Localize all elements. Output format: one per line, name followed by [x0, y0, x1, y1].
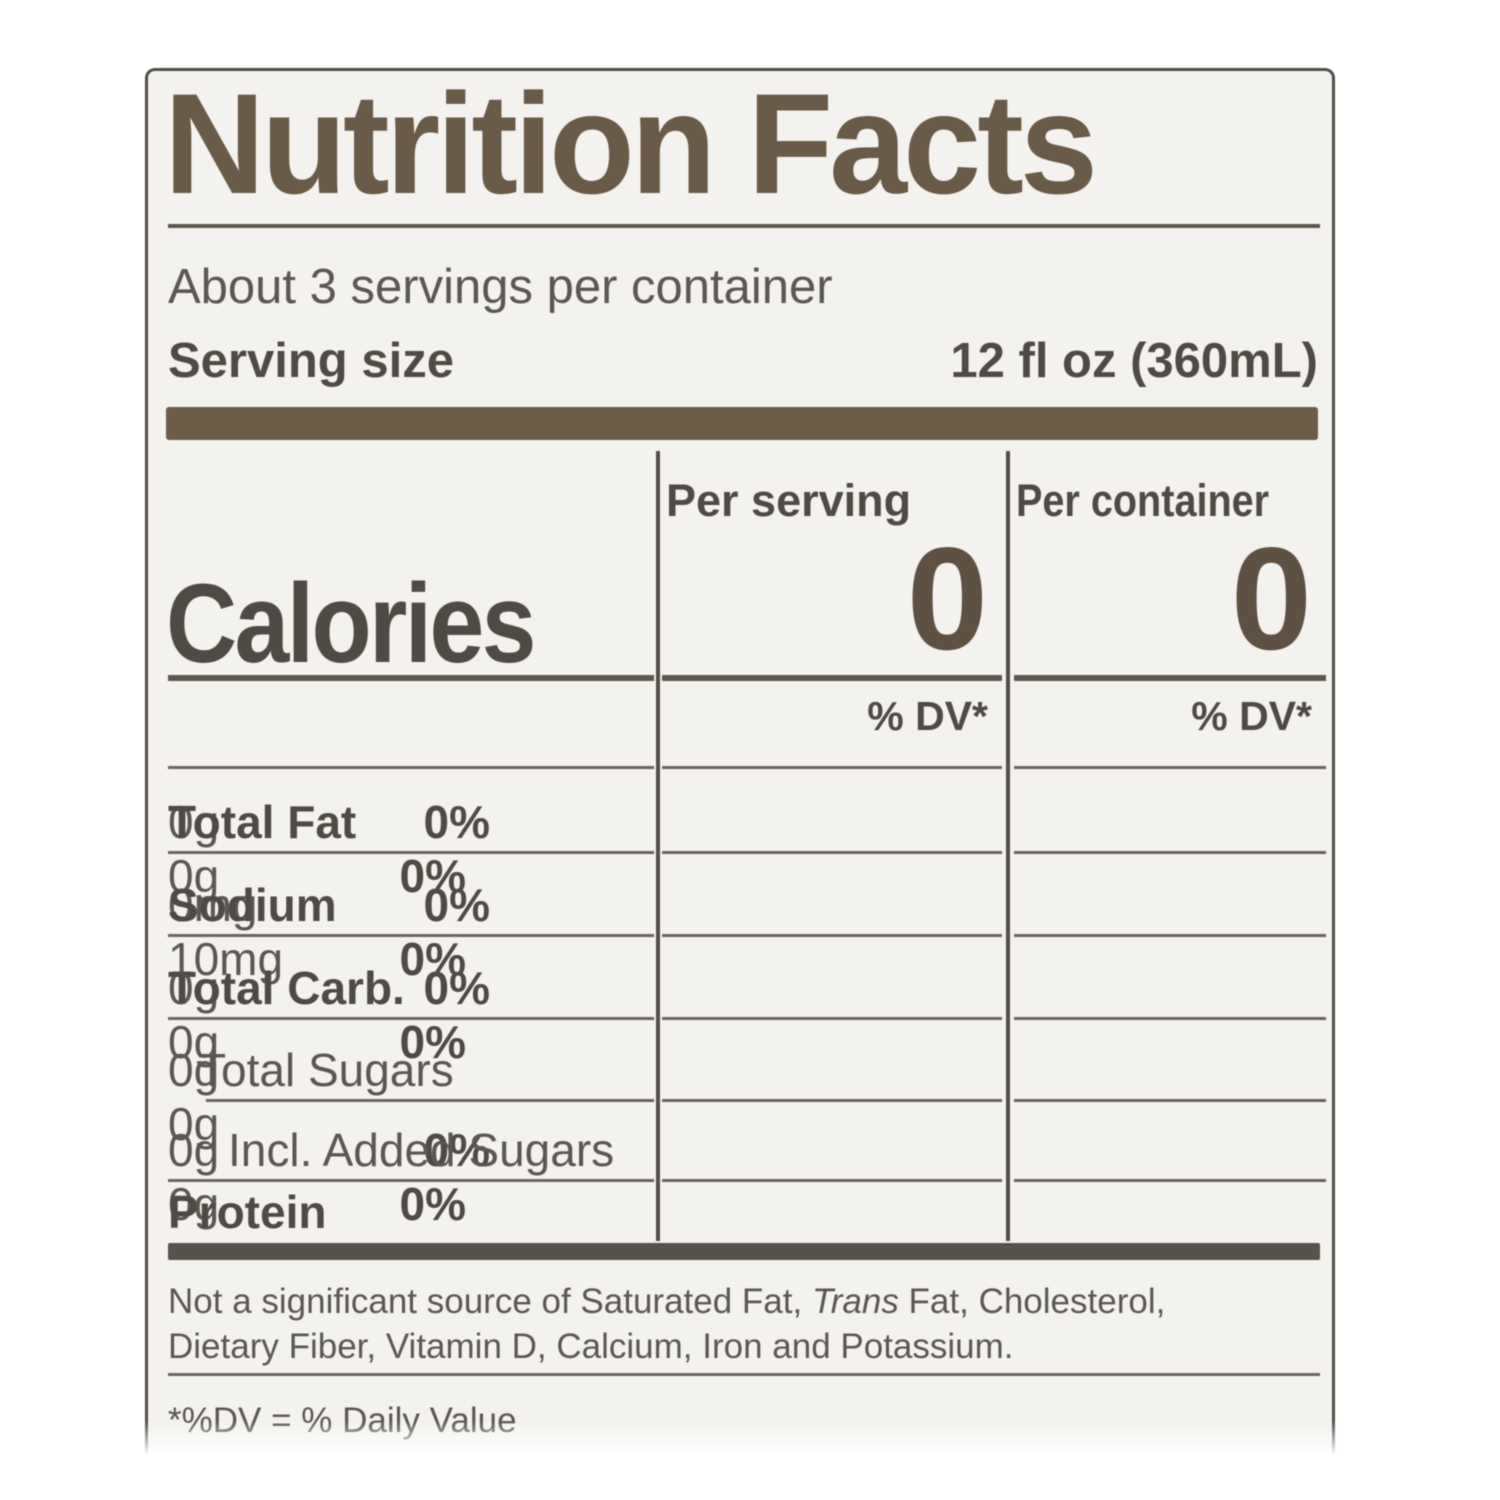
- container-cell: 0g 0%: [168, 849, 466, 903]
- column-divider-2: [1006, 451, 1010, 1241]
- per-serving-header: Per serving: [666, 475, 912, 526]
- container-amount: 0g: [168, 1178, 220, 1230]
- nutrient-row-added-sugars: Incl. Added Sugars 0g 0% 0g 0%: [168, 1123, 1326, 1230]
- serving-amount: 0g: [168, 962, 220, 1014]
- row-underline-indented: [206, 1099, 654, 1102]
- calories-underline-right: [1014, 675, 1326, 681]
- nutrient-row-sodium: Sodium 0mg 0% 10mg 0%: [168, 878, 1326, 985]
- serving-cell: 0g 0%: [168, 795, 490, 849]
- footnote: Not a significant source of Saturated Fa…: [168, 1279, 1328, 1369]
- nutrient-row-total-fat: Total Fat 0g 0% 0g 0%: [168, 795, 1326, 902]
- footnote-part1: Not a significant source of Saturated Fa…: [168, 1282, 812, 1321]
- title-divider: [168, 224, 1320, 228]
- serving-size-value: 12 fl oz (360mL): [950, 334, 1318, 388]
- serving-amount: 0g: [168, 1124, 220, 1176]
- container-amount: 0g: [168, 1098, 220, 1150]
- serving-size-row: Serving size 12 fl oz (360mL): [168, 333, 1318, 389]
- calories-per-serving-value: 0: [906, 517, 988, 680]
- footnote-divider: [168, 1373, 1320, 1376]
- dv-underline-right: [1014, 766, 1326, 769]
- footnote-part2: Fat, Cholesterol,: [898, 1282, 1166, 1321]
- calories-underline-mid: [662, 675, 1002, 681]
- row-underline: [662, 1179, 1002, 1182]
- row-underline: [662, 1017, 1002, 1020]
- nutrient-name: Total Carb.: [168, 962, 405, 1014]
- container-dv: 0%: [399, 1178, 466, 1230]
- serving-dv: 0%: [423, 962, 490, 1014]
- footnote-part3: Dietary Fiber, Vitamin D, Calcium, Iron …: [168, 1327, 1014, 1366]
- nutrient-row-total-sugars: Total Sugars 0g 0g: [168, 1043, 1326, 1150]
- row-underline: [1014, 1179, 1326, 1182]
- dv-header-serving: % DV*: [867, 693, 988, 739]
- dv-underline-left: [168, 766, 654, 769]
- row-underline: [168, 1179, 654, 1182]
- container-cell: 0g 0%: [168, 1177, 466, 1231]
- serving-dv: 0%: [423, 1124, 490, 1176]
- container-amount: 10mg: [168, 933, 284, 985]
- serving-size-label: Serving size: [168, 334, 454, 388]
- row-underline: [168, 851, 654, 854]
- label-title: Nutrition Facts: [164, 65, 1098, 224]
- row-underline: [662, 851, 1002, 854]
- container-dv: 0%: [399, 933, 466, 985]
- footnote-trans-italic: Trans: [811, 1282, 899, 1321]
- calories-underline-left: [168, 675, 654, 681]
- thick-divider-bar-top: [166, 407, 1318, 440]
- nutrient-name: Total Fat: [168, 796, 357, 848]
- container-cell: 0g: [168, 1097, 466, 1151]
- serving-amount: 0g: [168, 1044, 220, 1096]
- serving-cell: 0mg 0%: [168, 878, 490, 932]
- nutrient-row-protein: Protein: [168, 1185, 1326, 1241]
- row-underline: [168, 1017, 654, 1020]
- row-underline: [1014, 1099, 1326, 1102]
- row-underline: [1014, 934, 1326, 937]
- serving-dv: 0%: [423, 796, 490, 848]
- servings-per-container: About 3 servings per container: [168, 260, 833, 314]
- container-dv: 0%: [399, 1016, 466, 1068]
- serving-cell: 0g 0%: [168, 961, 490, 1015]
- serving-amount: 0mg: [168, 879, 258, 931]
- row-underline: [662, 1099, 1002, 1102]
- container-dv: 0%: [399, 850, 466, 902]
- thick-divider-bar-bottom: [168, 1243, 1320, 1260]
- column-divider-1: [656, 451, 660, 1241]
- nutrition-facts-label: Nutrition Facts About 3 servings per con…: [145, 65, 1341, 1459]
- per-container-header: Per container: [1016, 475, 1316, 527]
- serving-cell: 0g 0%: [168, 1123, 490, 1177]
- serving-cell: 0g: [168, 1043, 490, 1097]
- nutrient-row-total-carb: Total Carb. 0g 0% 0g 0%: [168, 961, 1326, 1068]
- serving-dv: 0%: [423, 879, 490, 931]
- row-underline: [1014, 1017, 1326, 1020]
- nutrient-name: Sodium: [168, 879, 337, 931]
- container-amount: 0g: [168, 850, 220, 902]
- nutrient-name: Protein: [168, 1186, 327, 1238]
- row-underline: [662, 934, 1002, 937]
- dv-underline-mid: [662, 766, 1002, 769]
- per-container-header-text: Per container: [1016, 475, 1270, 526]
- calories-per-container-value: 0: [1230, 517, 1312, 680]
- row-underline: [168, 934, 654, 937]
- nutrient-name: Total Sugars: [198, 1044, 454, 1096]
- serving-amount: 0g: [168, 796, 220, 848]
- dv-header-container: % DV*: [1191, 693, 1312, 739]
- container-cell: 0g 0%: [168, 1015, 466, 1069]
- row-underline: [1014, 851, 1326, 854]
- nutrient-name: Incl. Added Sugars: [228, 1124, 615, 1176]
- container-amount: 0g: [168, 1016, 220, 1068]
- calories-label: Calories: [166, 561, 536, 686]
- photo-bottom-fade: [145, 1421, 1341, 1459]
- container-cell: 10mg 0%: [168, 932, 466, 986]
